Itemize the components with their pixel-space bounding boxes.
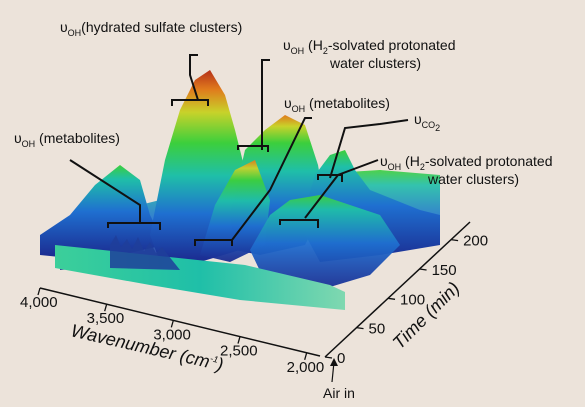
annotation-h2-solvated-right-line2: water clusters) [427,171,519,187]
annotations: υOH(hydrated sulfate clusters) υOH (H2-s… [14,19,552,187]
annotation-sulfate: υOH(hydrated sulfate clusters) [60,19,242,38]
y-tick-mark [356,327,364,330]
x-tick-label: 3,000 [153,326,191,343]
y-tick-label: 50 [369,321,386,338]
leader-metabolites-left [69,159,161,230]
x-tick-mark [237,336,241,344]
x-tick-label: 3,500 [87,310,125,327]
x-tick-mark [37,287,41,296]
y-tick-label: 0 [337,350,345,367]
y-tick-mark [419,268,427,271]
y-tick-mark [450,238,459,242]
surface-ridge-metabolites-mid [200,160,270,262]
annotation-co2: υCO2 [414,111,440,133]
air-in-marker: Air in [323,358,355,401]
leader-sulfate [171,54,209,106]
x-tick-label: 4,000 [20,294,58,311]
x-axis-line [39,287,321,357]
y-tick-label: 150 [432,262,457,279]
x-tick-mark [304,352,308,360]
annotation-h2-solvated-top-line2: water clusters) [329,55,421,71]
leader-h2-solvated-top [237,59,270,152]
x-tick-label: 2,000 [287,359,325,376]
y-tick-mark [324,356,333,359]
y-tick-label: 100 [400,291,425,308]
surface-noise [110,235,180,270]
y-axis-title: Time (min) [389,278,464,353]
annotation-leaders [69,54,409,246]
x-tick-mark [170,320,174,328]
y-tick-label: 200 [463,233,488,250]
leader-co2 [317,119,409,182]
annotation-metabolites-left: υOH (metabolites) [14,130,120,149]
x-tick-mark [104,304,108,312]
y-axis-line [324,221,471,358]
surface-ridge-metabolites-left [40,165,165,258]
annotation-h2-solvated-right: υOH (H2-solvated protonated [380,153,552,172]
x-axis-title: Wavenumber (cm-1) [69,320,225,375]
leader-metabolites-mid [194,117,312,246]
annotation-h2-solvated-top: υOH (H2-solvated protonated [283,37,455,56]
air-in-label: Air in [323,385,355,401]
annotation-metabolites-mid: υOH (metabolites) [284,95,390,114]
leader-h2-solvated-right [279,159,379,228]
y-tick-mark [387,297,396,300]
x-tick-label: 2,500 [220,343,258,360]
